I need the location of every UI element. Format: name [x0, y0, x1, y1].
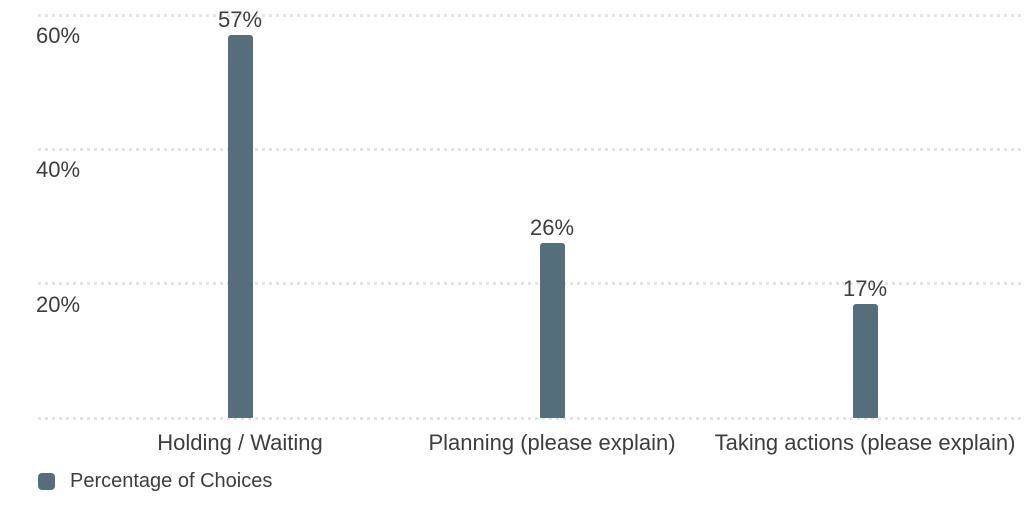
bar-value-label: 26%	[529, 215, 575, 241]
bar-value-label: 17%	[842, 275, 888, 301]
gridline	[38, 416, 1022, 420]
bar-column-taking-actions: 17%	[709, 0, 1021, 418]
y-axis-tick-label: 40%	[36, 157, 81, 183]
category-label-taking-actions: Taking actions (please explain)	[714, 430, 1016, 455]
y-axis-tick-label: 60%	[36, 23, 81, 48]
legend-label: Percentage of Choices	[70, 470, 273, 492]
bar-planning	[539, 243, 565, 418]
bar-taking-actions	[852, 303, 878, 418]
bar-holding-waiting	[227, 35, 253, 418]
gridline	[38, 13, 1022, 17]
bar-column-planning: 26%	[396, 0, 708, 418]
category-label-planning: Planning (please explain)	[428, 430, 676, 455]
bar-column-holding-waiting: 57%	[84, 0, 396, 418]
gridline	[38, 282, 1022, 286]
gridline	[38, 147, 1022, 151]
legend-swatch-icon	[38, 472, 55, 490]
bar-value-label: 57%	[217, 6, 263, 32]
category-label-holding-waiting: Holding / Waiting	[157, 430, 323, 455]
legend: Percentage of Choices	[38, 470, 272, 492]
y-axis-tick-label: 20%	[36, 291, 81, 317]
